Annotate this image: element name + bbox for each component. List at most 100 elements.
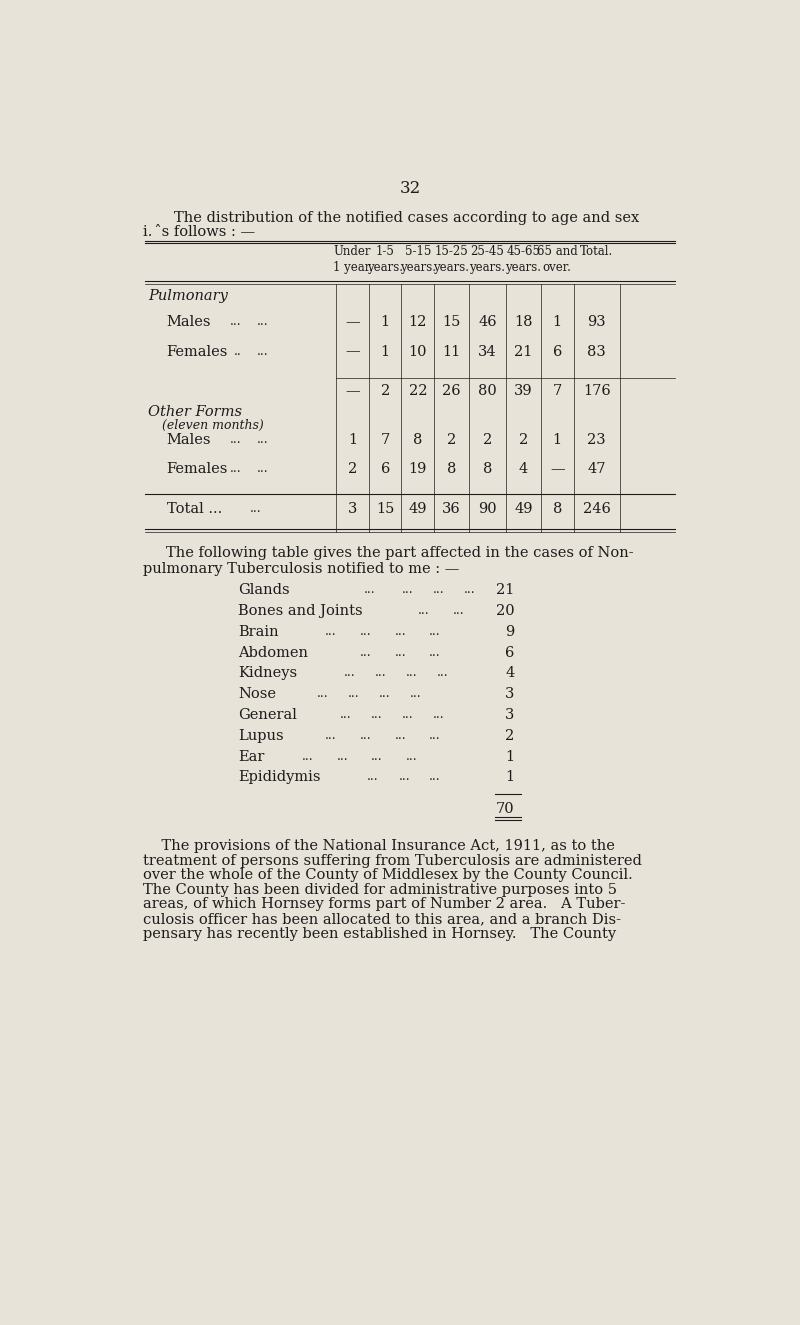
Text: 3: 3 bbox=[506, 688, 514, 701]
Text: 1-5
years.: 1-5 years. bbox=[367, 245, 403, 274]
Text: ...: ... bbox=[434, 708, 445, 721]
Text: Total ...: Total ... bbox=[166, 502, 222, 515]
Text: 1: 1 bbox=[348, 433, 358, 447]
Text: ...: ... bbox=[258, 462, 269, 476]
Text: ...: ... bbox=[406, 666, 418, 680]
Text: 3: 3 bbox=[348, 502, 358, 515]
Text: The County has been divided for administrative purposes into 5: The County has been divided for administ… bbox=[142, 882, 617, 897]
Text: 1: 1 bbox=[381, 344, 390, 359]
Text: 34: 34 bbox=[478, 344, 497, 359]
Text: 49: 49 bbox=[409, 502, 427, 515]
Text: ...: ... bbox=[418, 604, 430, 617]
Text: 4: 4 bbox=[506, 666, 514, 681]
Text: ...: ... bbox=[348, 688, 360, 700]
Text: ...: ... bbox=[230, 462, 242, 476]
Text: ...: ... bbox=[360, 729, 371, 742]
Text: ...: ... bbox=[430, 625, 441, 637]
Text: Abdomen: Abdomen bbox=[238, 645, 308, 660]
Text: 7: 7 bbox=[553, 384, 562, 398]
Text: i.  ̂s follows : —: i. ̂s follows : — bbox=[142, 225, 254, 240]
Text: 65 and
over.: 65 and over. bbox=[537, 245, 578, 274]
Text: ...: ... bbox=[430, 645, 441, 659]
Text: 9: 9 bbox=[506, 625, 514, 639]
Text: The provisions of the National Insurance Act, 1911, as to the: The provisions of the National Insurance… bbox=[142, 839, 614, 853]
Text: ...: ... bbox=[371, 750, 383, 763]
Text: Females: Females bbox=[166, 344, 228, 359]
Text: ...: ... bbox=[367, 770, 379, 783]
Text: 3: 3 bbox=[506, 708, 514, 722]
Text: ...: ... bbox=[360, 645, 371, 659]
Text: The following table gives the part affected in the cases of Non-: The following table gives the part affec… bbox=[166, 546, 634, 560]
Text: ...: ... bbox=[302, 750, 313, 763]
Text: 39: 39 bbox=[514, 384, 533, 398]
Text: (eleven months): (eleven months) bbox=[162, 419, 264, 432]
Text: 2: 2 bbox=[348, 462, 358, 477]
Text: ...: ... bbox=[430, 770, 441, 783]
Text: ...: ... bbox=[363, 583, 375, 596]
Text: ...: ... bbox=[230, 433, 242, 447]
Text: Males: Males bbox=[166, 315, 211, 330]
Text: 1: 1 bbox=[506, 770, 514, 784]
Text: ...: ... bbox=[434, 583, 445, 596]
Text: Under
1 year.: Under 1 year. bbox=[333, 245, 373, 274]
Text: ...: ... bbox=[402, 583, 414, 596]
Text: 19: 19 bbox=[409, 462, 427, 477]
Text: ...: ... bbox=[317, 688, 329, 700]
Text: 8: 8 bbox=[553, 502, 562, 515]
Text: 93: 93 bbox=[587, 315, 606, 330]
Text: 46: 46 bbox=[478, 315, 497, 330]
Text: 1: 1 bbox=[553, 433, 562, 447]
Text: ...: ... bbox=[406, 750, 418, 763]
Text: 10: 10 bbox=[409, 344, 427, 359]
Text: 21: 21 bbox=[496, 583, 514, 598]
Text: The distribution of the notified cases according to age and sex: The distribution of the notified cases a… bbox=[174, 212, 639, 225]
Text: 2: 2 bbox=[506, 729, 514, 743]
Text: 6: 6 bbox=[506, 645, 514, 660]
Text: ..: .. bbox=[234, 344, 242, 358]
Text: ...: ... bbox=[375, 666, 386, 680]
Text: ...: ... bbox=[340, 708, 352, 721]
Text: 25-45
years.: 25-45 years. bbox=[470, 245, 506, 274]
Text: 5-15
years.: 5-15 years. bbox=[400, 245, 436, 274]
Text: ...: ... bbox=[398, 770, 410, 783]
Text: Glands: Glands bbox=[238, 583, 290, 598]
Text: ...: ... bbox=[464, 583, 476, 596]
Text: ...: ... bbox=[325, 625, 336, 637]
Text: Total.: Total. bbox=[580, 245, 614, 258]
Text: —: — bbox=[346, 315, 360, 330]
Text: 15: 15 bbox=[376, 502, 394, 515]
Text: Males: Males bbox=[166, 433, 211, 447]
Text: 15: 15 bbox=[442, 315, 461, 330]
Text: 1: 1 bbox=[381, 315, 390, 330]
Text: 176: 176 bbox=[583, 384, 610, 398]
Text: Females: Females bbox=[166, 462, 228, 477]
Text: ...: ... bbox=[437, 666, 449, 680]
Text: ...: ... bbox=[379, 688, 390, 700]
Text: Brain: Brain bbox=[238, 625, 278, 639]
Text: ...: ... bbox=[371, 708, 383, 721]
Text: ...: ... bbox=[402, 708, 414, 721]
Text: Other Forms: Other Forms bbox=[148, 405, 242, 420]
Text: —: — bbox=[550, 462, 565, 477]
Text: 45-65
years.: 45-65 years. bbox=[506, 245, 542, 274]
Text: 22: 22 bbox=[409, 384, 427, 398]
Text: ...: ... bbox=[453, 604, 464, 617]
Text: 36: 36 bbox=[442, 502, 461, 515]
Text: 83: 83 bbox=[587, 344, 606, 359]
Text: 246: 246 bbox=[583, 502, 610, 515]
Text: 23: 23 bbox=[587, 433, 606, 447]
Text: 8: 8 bbox=[483, 462, 492, 477]
Text: ...: ... bbox=[430, 729, 441, 742]
Text: 26: 26 bbox=[442, 384, 461, 398]
Text: ...: ... bbox=[258, 315, 269, 329]
Text: 1: 1 bbox=[553, 315, 562, 330]
Text: —: — bbox=[346, 344, 360, 359]
Text: ...: ... bbox=[360, 625, 371, 637]
Text: 6: 6 bbox=[553, 344, 562, 359]
Text: 47: 47 bbox=[587, 462, 606, 477]
Text: areas, of which Hornsey forms part of Number 2 area.   A Tuber-: areas, of which Hornsey forms part of Nu… bbox=[142, 897, 625, 912]
Text: 20: 20 bbox=[496, 604, 514, 617]
Text: 2: 2 bbox=[381, 384, 390, 398]
Text: 4: 4 bbox=[519, 462, 528, 477]
Text: Lupus: Lupus bbox=[238, 729, 283, 743]
